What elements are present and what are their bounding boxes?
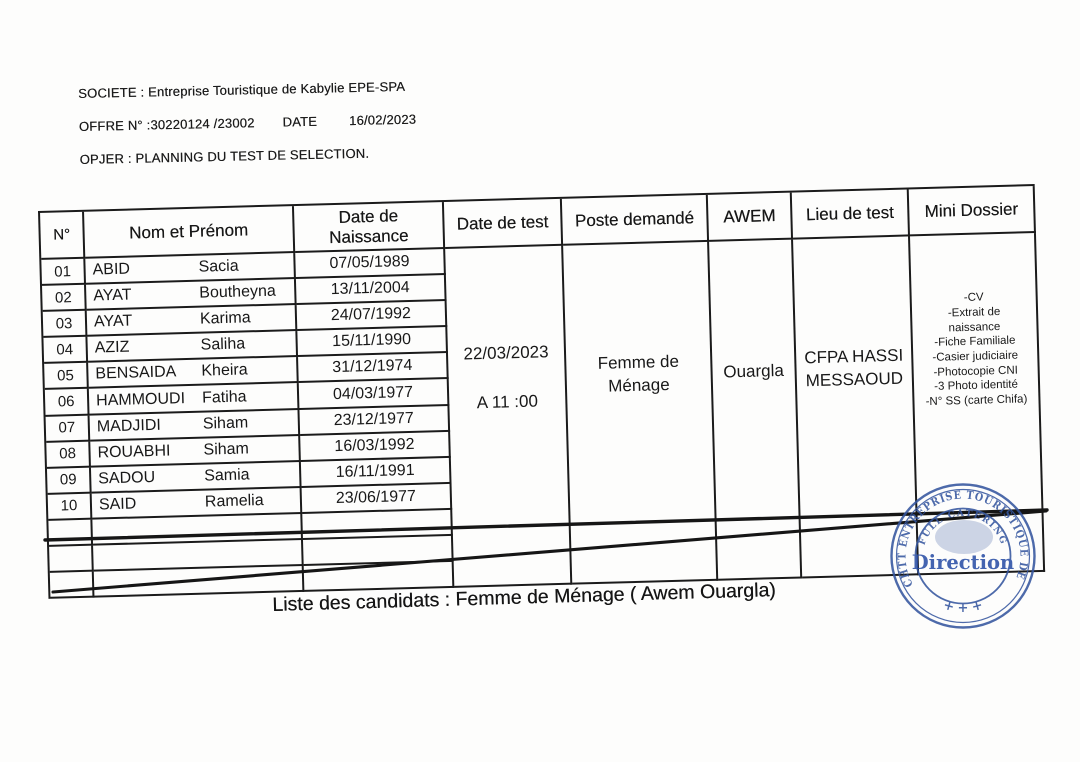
awem-value: Ouargla — [723, 360, 785, 382]
poste-line1: Femme de — [597, 351, 680, 373]
cell-num: 07 — [45, 415, 91, 443]
cell-dob: 31/12/1974 — [298, 353, 449, 384]
first-name: Siham — [202, 414, 249, 433]
last-name: AYAT — [93, 312, 133, 331]
lieu-line1: CFPA HASSI — [804, 345, 904, 368]
cell-num: 08 — [46, 441, 91, 469]
cell-poste: Femme de Ménage — [563, 241, 719, 585]
document-header: SOCIETE : Entreprise Touristique de Kaby… — [78, 79, 417, 185]
col-header-num: N° — [40, 211, 86, 260]
first-name: Karima — [199, 309, 251, 328]
last-name: ROUABHI — [97, 442, 171, 462]
first-name: Samia — [203, 466, 250, 485]
empty-cell — [303, 562, 455, 593]
mini-dossier-item: -N° SS (carte Chifa) — [925, 393, 1028, 409]
date-label: DATE — [282, 113, 318, 130]
empty-cell — [48, 519, 94, 547]
first-name: Saliha — [200, 335, 246, 354]
cell-num: 09 — [46, 467, 92, 495]
date-value: 16/02/2023 — [348, 111, 417, 129]
cell-dob: 23/12/1977 — [299, 405, 451, 436]
last-name: BENSAIDA — [95, 363, 177, 383]
test-date-value: 22/03/2023 — [463, 342, 549, 364]
stamp-bottom-marks: + + + — [941, 598, 984, 616]
empty-cell — [49, 545, 94, 573]
cell-dob: 07/05/1989 — [295, 249, 446, 280]
last-name: HAMMOUDI — [95, 389, 186, 410]
cell-dob: 23/06/1977 — [301, 483, 453, 514]
cell-dob: 16/03/1992 — [300, 431, 451, 462]
poste-line2: Ménage — [607, 374, 670, 396]
cell-num: 05 — [44, 363, 89, 391]
offre-number: OFFRE N° :30220124 /23002 — [78, 115, 255, 134]
test-time-value: A 11 :00 — [476, 391, 539, 413]
col-header-lieu: Lieu de test — [791, 189, 911, 240]
last-name: SADOU — [98, 468, 156, 488]
last-name: SAID — [98, 495, 137, 514]
offre-line: OFFRE N° :30220124 /23002 DATE 16/02/2023 — [79, 112, 417, 134]
cell-num: 06 — [44, 389, 90, 417]
empty-cell — [302, 509, 453, 540]
first-name: Kheira — [201, 361, 248, 381]
societe-line: SOCIETE : Entreprise Touristique de Kaby… — [78, 78, 406, 101]
cell-dob: 04/03/1977 — [298, 379, 450, 410]
cell-num: 02 — [42, 284, 87, 313]
last-name: ABID — [92, 260, 131, 279]
cell-awem: Ouargla — [709, 239, 803, 581]
cell-dob: 13/11/2004 — [295, 275, 447, 306]
col-header-name: Nom et Prénom — [84, 206, 296, 259]
first-name: Ramelia — [204, 491, 264, 511]
col-header-awem: AWEM — [707, 192, 794, 242]
empty-cell — [302, 535, 454, 567]
direction-stamp: CHTT ENTREPRISE TOURISTIQUE DE KABYLIE F… — [890, 483, 1036, 629]
first-name: Fatiha — [201, 387, 247, 407]
cell-dob: 15/11/1990 — [297, 327, 449, 358]
stamp-center-text: Direction — [912, 551, 1014, 574]
objet-line: OPJER : PLANNING DU TEST DE SELECTION. — [79, 145, 370, 167]
col-header-poste: Poste demandé — [561, 194, 710, 246]
cell-num: 04 — [43, 336, 89, 365]
last-name: AYAT — [93, 286, 132, 305]
first-name: Boutheyna — [199, 282, 277, 302]
mini-dossier-list: -CV -Extrait de naissance -Fiche Familiale… — [919, 217, 1032, 482]
last-name: AZIZ — [94, 338, 130, 357]
col-header-dob-line1: Date de — [338, 206, 399, 227]
cell-num: 03 — [42, 310, 88, 339]
cell-test-date: 22/03/2023 A 11 :00 — [445, 245, 573, 589]
lieu-line2: MESSAOUD — [805, 368, 904, 391]
mini-dossier-item: -CV — [963, 291, 984, 305]
col-header-dob-line2: Naissance — [328, 225, 409, 247]
last-name: MADJIDI — [96, 416, 162, 436]
cell-dob: 16/11/1991 — [300, 457, 452, 488]
empty-cell — [49, 571, 95, 600]
col-header-dob: Date de Naissance — [293, 202, 446, 254]
mini-dossier-item: -Extrait de naissance — [947, 305, 1001, 334]
cell-num: 01 — [41, 258, 87, 287]
svg-text:+ + +: + + + — [941, 598, 984, 616]
first-name: Siham — [203, 440, 250, 459]
first-name: Sacia — [198, 257, 239, 276]
cell-num: 10 — [47, 493, 93, 521]
col-header-test-date: Date de test — [443, 198, 564, 250]
cell-dob: 24/07/1992 — [296, 301, 448, 332]
